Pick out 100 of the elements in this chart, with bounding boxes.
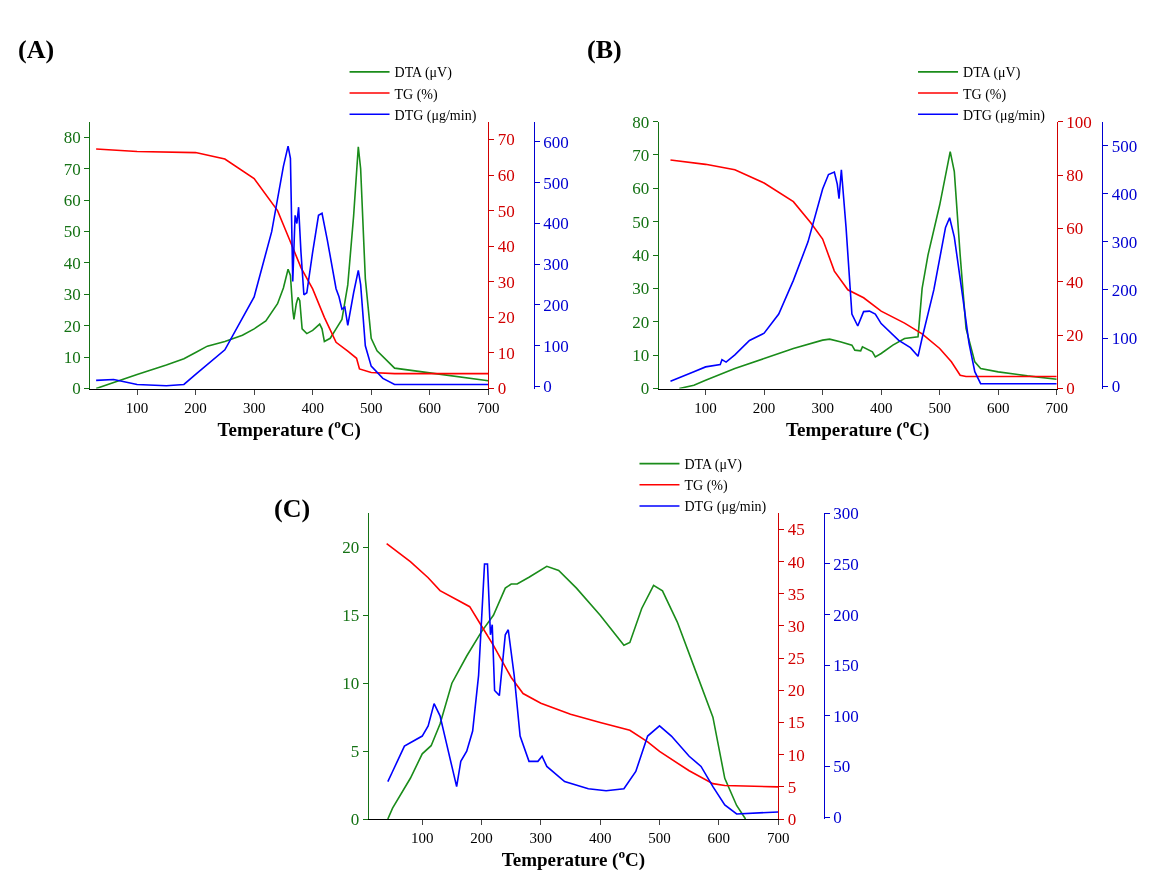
y-tick-label: 20	[632, 312, 650, 332]
x-tick-label: 400	[869, 399, 893, 416]
chart-title: (A)	[18, 35, 55, 64]
x-tick-label: 300	[242, 399, 266, 416]
y3-tick-label: 200	[833, 605, 859, 625]
y3-tick-label: 0	[833, 807, 842, 827]
x-tick-label: 100	[125, 399, 149, 416]
y3-tick-label: 500	[1111, 136, 1138, 156]
y2-tick-label: 60	[1066, 219, 1084, 239]
y2-tick-label: 35	[787, 584, 805, 604]
y2-tick-label: 30	[787, 616, 805, 636]
y-tick-label: 80	[632, 112, 650, 132]
y-tick-label: 10	[342, 674, 360, 694]
y-tick-label: 80	[63, 128, 81, 148]
x-axis-title: Temperature ($^{o}$C)	[217, 415, 361, 441]
y-tick-label: 30	[63, 285, 81, 305]
y2-tick-label: 25	[787, 649, 805, 669]
y2-tick-label: 0	[1066, 379, 1075, 399]
y2-tick-label: 0	[787, 809, 797, 829]
y3-tick-label: 600	[543, 132, 569, 152]
x-tick-label: 500	[648, 830, 671, 847]
x-tick-label: 300	[811, 399, 834, 416]
y2-tick-label: 100	[1066, 112, 1092, 132]
y-tick-label: 15	[342, 606, 360, 626]
y3-tick-label: 300	[1111, 232, 1138, 252]
y2-tick-label: 40	[787, 552, 805, 572]
y2-tick-label: 0	[497, 379, 507, 399]
y3-tick-label: 100	[1111, 328, 1138, 348]
x-tick-label: 100	[410, 830, 434, 847]
legend-label: DTA (μV)	[394, 65, 453, 82]
legend-label: DTG (μg/min)	[684, 499, 767, 516]
legend-label: DTG (μg/min)	[963, 107, 1046, 124]
y2-tick-label: 70	[497, 130, 515, 150]
y2-tick-label: 30	[497, 272, 515, 292]
x-tick-label: 600	[707, 830, 731, 847]
y3-tick-label: 400	[1111, 184, 1138, 204]
y3-tick-label: 400	[543, 214, 569, 234]
y-tick-label: 40	[63, 253, 81, 273]
x-axis-title: Temperature ($^{o}$C)	[786, 415, 930, 441]
y2-tick-label: 40	[1066, 272, 1084, 292]
legend-label: DTA (μV)	[963, 65, 1021, 82]
x-tick-label: 600	[418, 399, 441, 416]
y2-tick-label: 40	[497, 237, 515, 257]
x-tick-label: 200	[470, 830, 493, 847]
chart-title: (C)	[274, 494, 311, 523]
x-tick-label: 600	[986, 399, 1010, 416]
y3-tick-label: 100	[543, 336, 569, 356]
y-tick-label: 60	[632, 179, 650, 199]
y-tick-label: 20	[342, 538, 360, 558]
y3-tick-label: 0	[1111, 377, 1121, 397]
y3-tick-label: 300	[543, 255, 569, 275]
x-tick-label: 700	[476, 399, 500, 416]
y-tick-label: 10	[632, 346, 650, 366]
y-tick-label: 50	[632, 212, 650, 232]
y-tick-label: 0	[72, 379, 81, 399]
y2-tick-label: 60	[497, 165, 515, 185]
y2-tick-label: 80	[1066, 165, 1084, 185]
y3-tick-label: 300	[833, 504, 859, 524]
x-tick-label: 700	[766, 830, 790, 847]
y2-tick-label: 45	[787, 520, 805, 540]
y2-tick-label: 5	[787, 777, 797, 797]
y3-tick-label: 0	[543, 377, 552, 397]
y-tick-label: 30	[632, 279, 650, 299]
y-tick-label: 0	[350, 809, 360, 829]
x-axis-title: Temperature ($^{o}$C)	[501, 846, 646, 872]
x-tick-label: 500	[928, 399, 951, 416]
y3-tick-label: 100	[833, 706, 859, 726]
legend-label: DTG (μg/min)	[394, 107, 477, 124]
y2-tick-label: 20	[787, 681, 805, 701]
y-tick-label: 10	[63, 348, 81, 368]
y2-tick-label: 20	[497, 308, 515, 328]
x-tick-label: 400	[588, 830, 612, 847]
y-tick-label: 0	[640, 379, 650, 399]
legend-label: TG (%)	[963, 86, 1007, 103]
x-tick-label: 500	[359, 399, 383, 416]
y-tick-label: 20	[63, 316, 81, 336]
x-tick-label: 200	[184, 399, 207, 416]
y-tick-label: 50	[63, 222, 81, 242]
x-tick-label: 200	[752, 399, 776, 416]
line-series	[385, 542, 779, 788]
x-tick-label: 300	[529, 830, 553, 847]
y-tick-label: 40	[632, 246, 650, 266]
y3-tick-label: 50	[833, 757, 851, 777]
y2-tick-label: 50	[497, 201, 515, 221]
x-tick-label: 700	[1045, 399, 1068, 416]
y-tick-label: 70	[632, 145, 650, 165]
x-tick-label: 400	[301, 399, 324, 416]
y3-tick-label: 500	[543, 173, 569, 193]
y-tick-label: 60	[63, 191, 81, 211]
y-tick-label: 70	[63, 159, 81, 179]
x-tick-label: 100	[694, 399, 717, 416]
y2-tick-label: 20	[1066, 326, 1084, 346]
legend-label: DTA (μV)	[684, 457, 743, 474]
y3-tick-label: 250	[833, 554, 859, 574]
chart-title: (B)	[587, 35, 622, 64]
legend-label: TG (%)	[394, 86, 439, 103]
y2-tick-label: 10	[497, 343, 515, 363]
y2-tick-label: 15	[787, 713, 805, 733]
y-tick-label: 5	[350, 742, 360, 762]
y2-tick-label: 10	[787, 745, 805, 765]
